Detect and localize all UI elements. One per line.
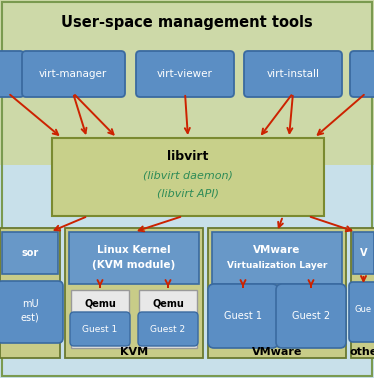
Text: Virtualization Layer: Virtualization Layer [227,260,327,270]
FancyBboxPatch shape [350,51,374,97]
FancyBboxPatch shape [22,51,125,97]
FancyBboxPatch shape [351,228,374,358]
Text: virt-install: virt-install [267,69,319,79]
FancyBboxPatch shape [208,228,346,358]
Text: User-space management tools: User-space management tools [61,14,313,29]
Text: VMware: VMware [252,347,302,357]
FancyBboxPatch shape [71,290,129,348]
Text: KVM: KVM [120,347,148,357]
Text: Guest 2: Guest 2 [150,324,186,333]
FancyBboxPatch shape [69,232,199,284]
FancyBboxPatch shape [349,282,374,342]
Text: Linux Kernel: Linux Kernel [97,245,171,255]
Text: Guest 1: Guest 1 [224,311,262,321]
FancyBboxPatch shape [139,290,197,348]
Text: virt-manager: virt-manager [39,69,107,79]
Text: Guest 1: Guest 1 [82,324,118,333]
FancyBboxPatch shape [52,138,324,216]
Text: Qemu: Qemu [84,299,116,309]
FancyBboxPatch shape [138,312,198,346]
Text: VMware: VMware [253,245,301,255]
FancyBboxPatch shape [65,228,203,358]
Text: V: V [360,248,367,258]
FancyBboxPatch shape [0,51,24,97]
Text: libvirt: libvirt [167,150,209,163]
Text: (libvirt API): (libvirt API) [157,188,219,198]
Text: virt-viewer: virt-viewer [157,69,213,79]
Text: est): est) [21,313,39,323]
FancyBboxPatch shape [208,284,278,348]
Text: Guest 2: Guest 2 [292,311,330,321]
Text: (KVM module): (KVM module) [92,260,176,270]
FancyBboxPatch shape [276,284,346,348]
FancyBboxPatch shape [244,51,342,97]
Text: sor: sor [21,248,39,258]
Text: (libvirt daemon): (libvirt daemon) [143,170,233,180]
Text: Qemu: Qemu [152,299,184,309]
Text: othe: othe [349,347,374,357]
FancyBboxPatch shape [212,232,342,284]
FancyBboxPatch shape [0,165,374,378]
FancyBboxPatch shape [0,281,63,343]
Text: Gue: Gue [355,305,372,314]
FancyBboxPatch shape [70,312,130,346]
FancyBboxPatch shape [0,228,60,358]
Text: mU: mU [22,299,38,309]
FancyBboxPatch shape [2,232,58,274]
FancyBboxPatch shape [353,232,374,274]
FancyBboxPatch shape [136,51,234,97]
